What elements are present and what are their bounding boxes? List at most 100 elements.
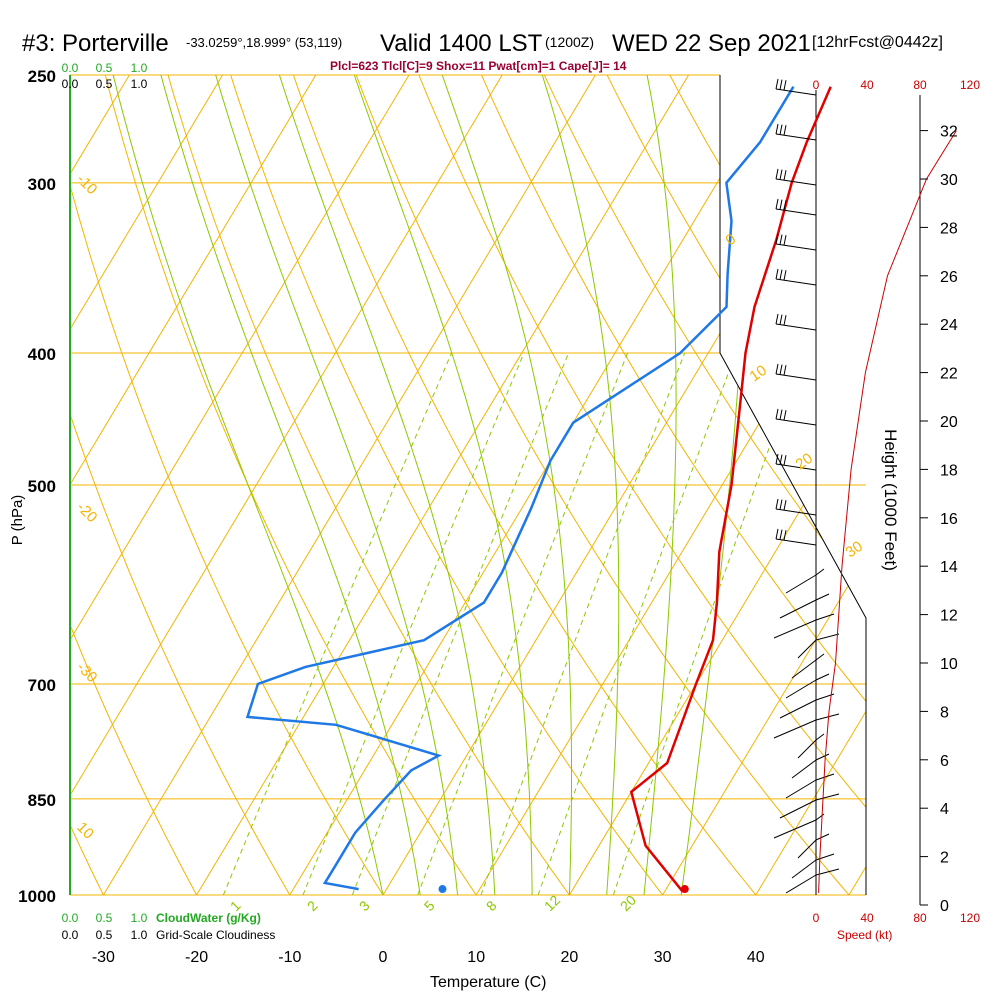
height-tick-label: 22	[940, 366, 958, 383]
x-tick-label: 30	[654, 949, 672, 966]
dry-adiabat-line	[470, 75, 866, 895]
wind-barb-feather	[815, 813, 825, 821]
wind-barb	[791, 759, 817, 779]
wind-barb	[791, 659, 817, 679]
speed-tick-label-bottom: 80	[913, 911, 927, 925]
isotherm-line	[848, 75, 866, 895]
height-tick-label: 30	[940, 172, 958, 189]
wind-barb	[797, 839, 817, 859]
mixing-ratio-label: 8	[483, 897, 500, 914]
stability-indices: Plcl=623 Tlcl[C]=9 Shox=11 Pwat[cm]=1 Ca…	[330, 59, 627, 73]
wind-barb-feather	[783, 500, 787, 511]
x-tick-label: 20	[561, 949, 579, 966]
axes: 1 2 3 5 8 12 200102030-10-20-30100246810121416…	[18, 61, 980, 966]
height-tick-label: 16	[940, 511, 958, 528]
x-tick-label: -10	[278, 949, 301, 966]
wind-panel	[773, 78, 957, 894]
pressure-tick-label: 500	[28, 477, 56, 496]
wind-barb	[775, 373, 817, 381]
pressure-tick-label: 250	[28, 67, 56, 86]
wind-barb-feather	[779, 529, 783, 540]
valid-date: WED 22 Sep 2021	[612, 30, 811, 57]
wind-speed-line	[818, 130, 957, 893]
wind-barb-feather	[815, 733, 825, 741]
temperature-line	[629, 86, 832, 893]
wind-barb	[775, 323, 817, 331]
wind-barb-feather	[815, 713, 840, 721]
wind-barb-feather	[815, 673, 830, 681]
height-tick-label: 10	[940, 656, 958, 673]
height-tick-label: 32	[940, 124, 958, 141]
x-axis-title: Temperature (C)	[430, 974, 546, 991]
pressure-tick-label: 400	[28, 345, 56, 364]
wind-barb-feather	[779, 409, 783, 420]
dry-adiabat-line	[222, 75, 663, 895]
thermo-grid	[70, 75, 1000, 895]
pressure-tick-label: 300	[28, 175, 56, 194]
wind-barb	[775, 538, 817, 546]
pressure-tick-label: 1000	[18, 887, 56, 906]
cloudiness-legend: Grid-Scale Cloudiness	[156, 928, 275, 942]
wind-barb-feather	[783, 200, 787, 211]
cloudiness-tick-label-bottom: 0.5	[96, 928, 113, 942]
cloudiness-tick-label-bottom: 0.0	[62, 928, 79, 942]
wind-barb-feather	[815, 568, 825, 576]
x-tick-label: 0	[379, 949, 388, 966]
wind-barb-feather	[775, 233, 779, 245]
isotherm-line	[102, 75, 596, 895]
isotherm-line	[289, 75, 783, 895]
dry-adiabat-label: 0	[723, 231, 740, 250]
isotherm-line	[70, 75, 503, 895]
wind-barb-feather	[779, 234, 783, 245]
cloudwater-tick-label-top: 0.5	[96, 61, 113, 75]
wind-barb-feather	[783, 235, 787, 246]
wind-barb-feather	[783, 315, 787, 326]
wind-barb	[773, 819, 817, 839]
wind-barb-feather	[815, 833, 830, 841]
wind-barb	[775, 508, 817, 516]
speed-tick-label-top: 0	[813, 78, 820, 92]
moist-adiabat-line	[278, 75, 496, 895]
wind-barb-feather	[779, 269, 783, 280]
wind-barb-feather	[779, 314, 783, 325]
wind-barb-feather	[783, 80, 787, 91]
station-title: #3: Porterville	[22, 30, 169, 57]
wind-barb-feather	[783, 170, 787, 181]
isotherm-line	[70, 75, 410, 895]
wind-barb	[775, 418, 817, 426]
wind-barb-feather	[775, 198, 779, 210]
wind-barb-feather	[783, 455, 787, 466]
chart-background	[70, 74, 866, 896]
height-tick-label: 4	[940, 801, 949, 818]
wind-barb-feather	[779, 169, 783, 180]
x-tick-label: 10	[467, 949, 485, 966]
station-coords: -33.0259°,18.999° (53,119)	[186, 35, 342, 50]
mixing-ratio-line	[351, 352, 570, 895]
mixing-ratio-label: 5	[421, 897, 438, 914]
wind-barb	[775, 178, 817, 186]
wind-barb	[775, 88, 817, 96]
x-tick-label: -20	[185, 949, 208, 966]
wind-barb-feather	[815, 593, 830, 601]
cloudwater-tick-label-top: 1.0	[131, 61, 148, 75]
height-tick-label: 18	[940, 462, 958, 479]
cloudwater-tick-label-top: 0.0	[62, 61, 79, 75]
wind-barb	[775, 208, 817, 216]
dry-adiabat-label: 10	[747, 362, 770, 385]
speed-tick-label-top: 40	[860, 78, 874, 92]
dry-adiabat-label: -20	[73, 499, 100, 526]
dry-adiabat-line	[70, 75, 198, 895]
isotherm-line	[942, 75, 1000, 895]
wind-barb-feather	[783, 365, 787, 376]
height-tick-label: 28	[940, 220, 958, 237]
wind-barb	[779, 799, 817, 819]
dry-adiabat-line	[98, 75, 477, 895]
isotherm-line	[70, 75, 317, 895]
wind-barb-feather	[775, 168, 779, 180]
wind-barb-feather	[815, 653, 825, 661]
x-tick-label: -30	[92, 949, 115, 966]
wind-barb	[775, 463, 817, 471]
mixing-ratio-label: 3	[356, 897, 373, 914]
forecast-run: [12hrFcst@0442z]	[812, 34, 943, 51]
